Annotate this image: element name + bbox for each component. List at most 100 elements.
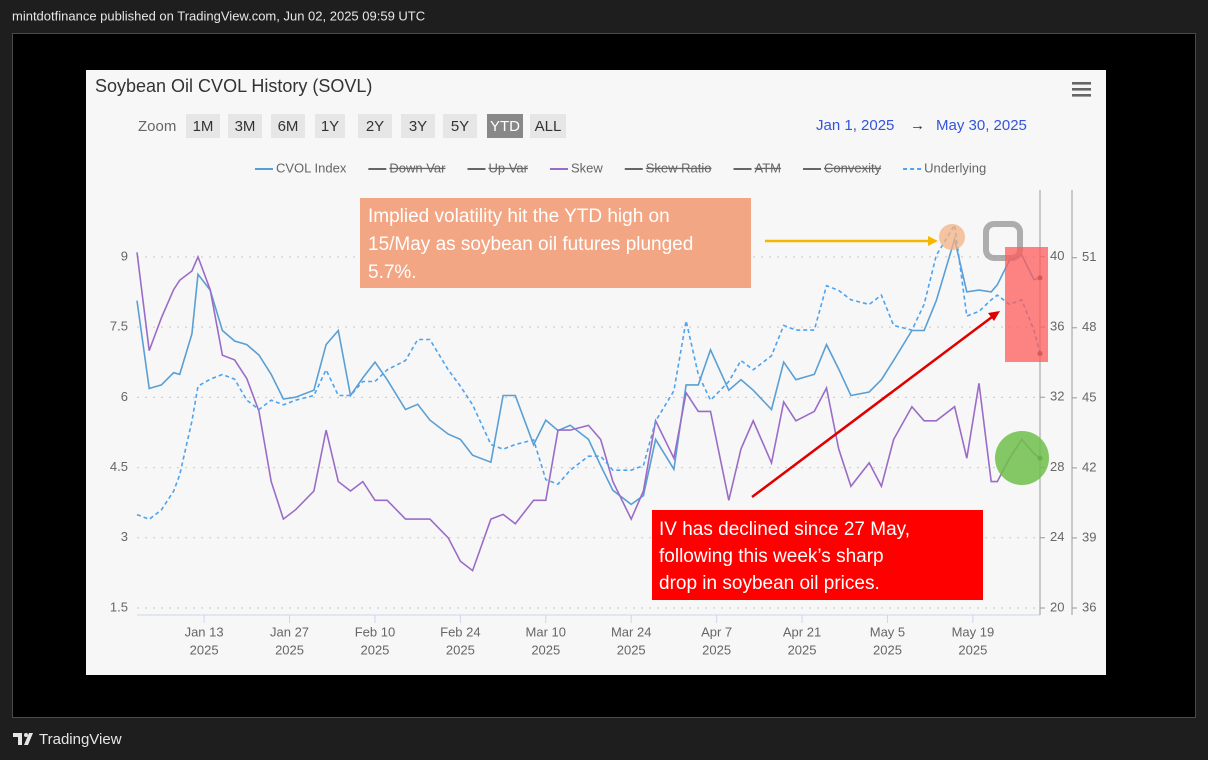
range-to[interactable]: May 30, 2025 <box>936 117 1027 134</box>
legend-item[interactable]: Up Var <box>467 160 529 175</box>
x-tick-label: Feb 10 <box>355 624 395 639</box>
annotation-box <box>360 198 751 288</box>
x-tick-sublabel: 2025 <box>190 642 219 657</box>
zoom-button-label[interactable]: YTD <box>490 118 520 135</box>
y2-tick-label: 20 <box>1050 599 1064 614</box>
legend-item[interactable]: Skew <box>549 160 603 175</box>
x-tick-label: Jan 27 <box>270 624 309 639</box>
legend-item[interactable]: Underlying <box>903 160 986 175</box>
legend-label: Down Var <box>389 160 446 175</box>
x-tick-sublabel: 2025 <box>275 642 304 657</box>
watermark-icon <box>983 221 1023 261</box>
x-tick-label: Apr 7 <box>701 624 732 639</box>
zoom-button-label[interactable]: 1Y <box>321 118 339 135</box>
arrow-head <box>988 311 1000 321</box>
series-line <box>136 252 1041 572</box>
x-tick-sublabel: 2025 <box>702 642 731 657</box>
x-tick-sublabel: 2025 <box>873 642 902 657</box>
y-tick-label: 7.5 <box>110 319 128 334</box>
skew-highlight <box>995 431 1049 485</box>
x-tick-label: Apr 21 <box>783 624 821 639</box>
chart-title: Soybean Oil CVOL History (SOVL) <box>95 76 372 96</box>
high-marker <box>939 224 965 250</box>
legend-item[interactable]: ATM <box>733 160 781 175</box>
annotation-line: 15/May as soybean oil futures plunged <box>368 234 693 255</box>
legend-item[interactable]: CVOL Index <box>255 160 347 175</box>
zoom-button-label[interactable]: 3M <box>235 118 256 135</box>
legend-item[interactable]: Convexity <box>803 160 882 175</box>
logo-dot <box>24 733 28 737</box>
menu-icon[interactable] <box>1072 82 1091 97</box>
y2-tick-label: 24 <box>1050 529 1064 544</box>
y-tick-label: 1.5 <box>110 599 128 614</box>
annotation-line: Implied volatility hit the YTD high on <box>368 206 670 227</box>
series-line <box>136 222 1041 521</box>
zoom-button-label[interactable]: 5Y <box>451 118 469 135</box>
zoom-button[interactable] <box>228 114 262 138</box>
annotation-box <box>652 510 983 600</box>
legend-item[interactable]: Down Var <box>368 160 446 175</box>
y2-tick-label: 28 <box>1050 459 1064 474</box>
x-tick-label: Mar 10 <box>526 624 566 639</box>
y3-tick-label: 48 <box>1082 319 1096 334</box>
x-tick-label: May 19 <box>952 624 995 639</box>
y3-tick-label: 51 <box>1082 249 1096 264</box>
decline-highlight <box>1005 247 1048 362</box>
zoom-button-label[interactable]: 2Y <box>366 118 384 135</box>
y3-tick-label: 36 <box>1082 599 1096 614</box>
x-tick-label: May 5 <box>870 624 905 639</box>
zoom-button[interactable] <box>315 114 345 138</box>
arrow <box>751 316 993 498</box>
x-tick-label: Mar 24 <box>611 624 651 639</box>
menu-bar <box>1072 94 1091 97</box>
annotation-text: Implied volatility hit the YTD high on 1… <box>368 206 699 283</box>
y-tick-label: 3 <box>121 529 128 544</box>
plot: CVOL Index Down Var Up Var Skew Skew Ratio AT… <box>110 160 1097 657</box>
legend-label: Skew <box>571 160 603 175</box>
x-tick-sublabel: 2025 <box>958 642 987 657</box>
annotation-text: IV has declined since 27 May, following … <box>659 519 915 594</box>
menu-bar <box>1072 82 1091 85</box>
legend-item[interactable]: Skew Ratio <box>624 160 712 175</box>
annotation-line: following this week’s sharp <box>659 546 884 567</box>
x-tick-sublabel: 2025 <box>360 642 389 657</box>
x-tick-label: Feb 24 <box>440 624 480 639</box>
zoom-button[interactable] <box>530 114 566 138</box>
zoom-button[interactable] <box>186 114 220 138</box>
y3-tick-label: 42 <box>1082 459 1096 474</box>
zoom-button-label[interactable]: 3Y <box>409 118 427 135</box>
tradingview-logo <box>13 733 33 745</box>
zoom-button-label[interactable]: ALL <box>535 118 562 135</box>
legend-label: Convexity <box>824 160 882 175</box>
x-tick-sublabel: 2025 <box>617 642 646 657</box>
range-from[interactable]: Jan 1, 2025 <box>816 117 894 134</box>
series-line <box>136 236 1041 506</box>
footer: TradingView <box>39 731 122 748</box>
y-tick-label: 4.5 <box>110 459 128 474</box>
legend-label: Underlying <box>924 160 986 175</box>
range-arrow: → <box>910 117 925 134</box>
arrow-head <box>928 236 938 246</box>
menu-bar <box>1072 88 1091 91</box>
zoom-button-label[interactable]: 1M <box>193 118 214 135</box>
zoom-button[interactable] <box>271 114 305 138</box>
y2-tick-label: 36 <box>1050 318 1064 333</box>
zoom-button[interactable] <box>487 114 523 138</box>
header: mintdotfinance published on TradingView.… <box>12 8 425 23</box>
x-tick-sublabel: 2025 <box>531 642 560 657</box>
zoom-button[interactable] <box>443 114 477 138</box>
legend-label: Up Var <box>488 160 528 175</box>
zoom-button[interactable] <box>358 114 392 138</box>
zoom-button[interactable] <box>401 114 435 138</box>
legend-label: ATM <box>755 160 781 175</box>
zoom-button-label[interactable]: 6M <box>278 118 299 135</box>
logo-mark <box>13 733 33 745</box>
y-tick-label: 9 <box>121 248 128 263</box>
y3-tick-label: 39 <box>1082 529 1096 544</box>
annotation-line: 5.7%. <box>368 262 417 283</box>
y-tick-label: 6 <box>121 389 128 404</box>
annotation-line: IV has declined since 27 May, <box>659 519 910 540</box>
annotation-line: drop in soybean oil prices. <box>659 573 880 594</box>
x-tick-sublabel: 2025 <box>446 642 475 657</box>
